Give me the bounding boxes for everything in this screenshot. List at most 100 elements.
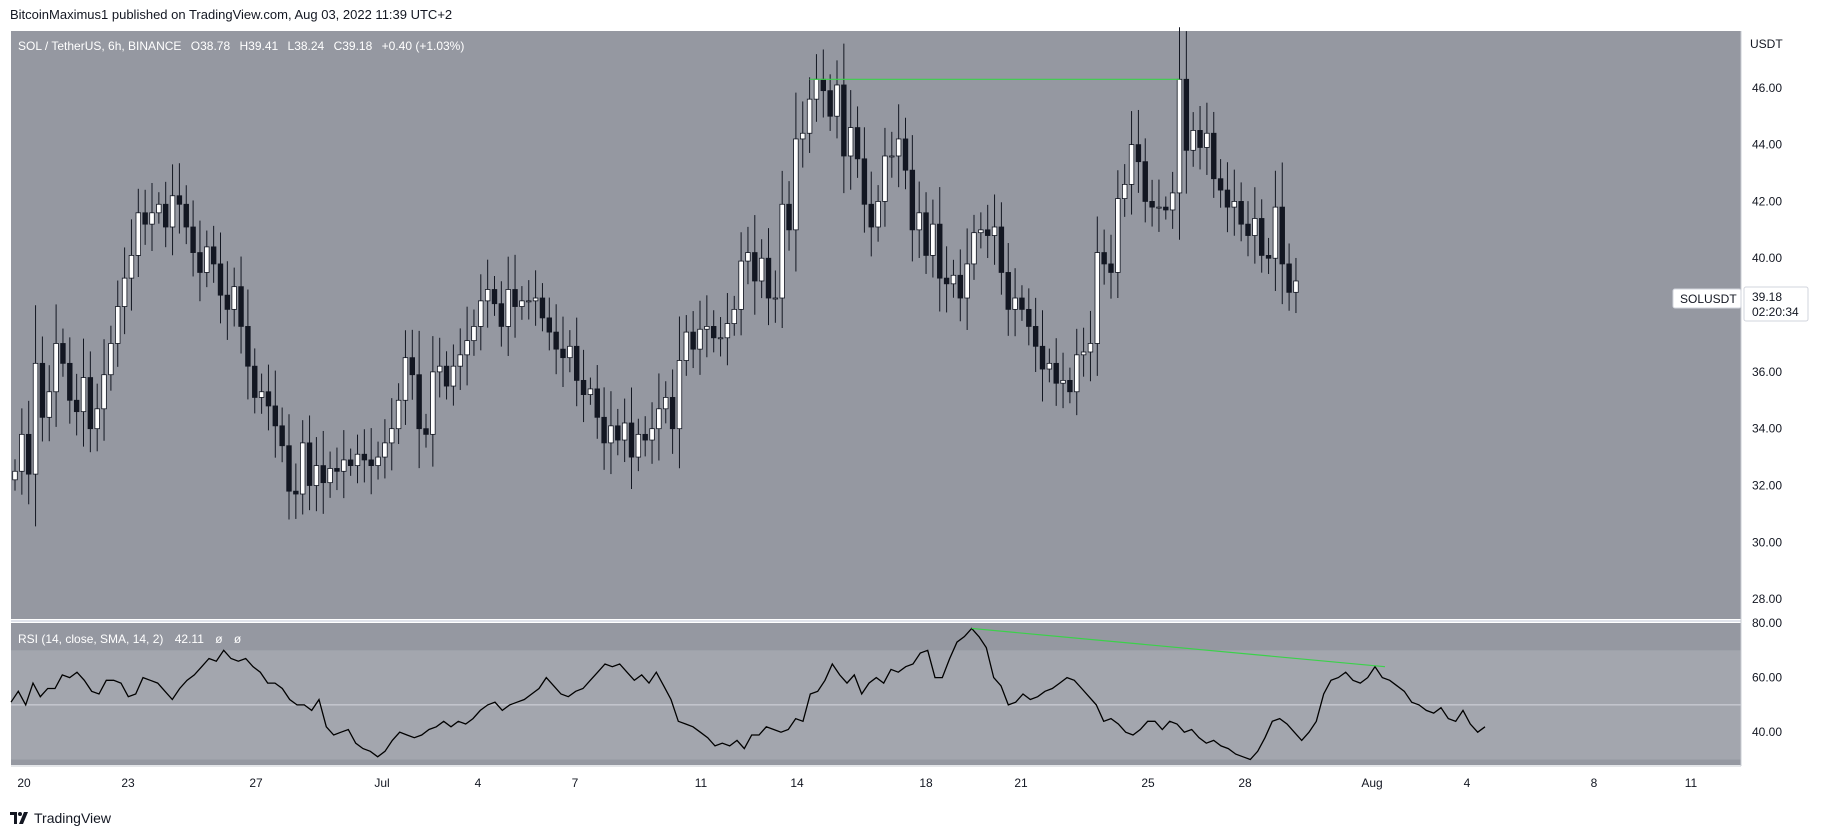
candle-down (690, 331, 696, 350)
candle-up (457, 354, 463, 367)
candle-up (19, 433, 25, 472)
candle-up (848, 127, 854, 157)
price-tick-label: 36.00 (1752, 365, 1782, 379)
candle-down (711, 326, 717, 339)
svg-text:RSI (14, close, SMA, 14, 2): RSI (14, close, SMA, 14, 2) 42.11 ø ø (18, 632, 242, 646)
candle-down (957, 274, 963, 299)
candle-down (1211, 132, 1217, 180)
candle-down (574, 345, 580, 381)
time-scale[interactable] (11, 766, 1741, 799)
candle-down (943, 277, 950, 285)
candle-down (669, 397, 676, 430)
candle-down (827, 90, 833, 117)
candle-down (1245, 223, 1251, 236)
rsi-label: RSI (14, close, SMA, 14, 2) (18, 632, 163, 646)
candle-up (231, 286, 237, 310)
candle-up (128, 255, 135, 279)
tradingview-footer[interactable]: TradingView (10, 808, 111, 828)
time-tick-label: 18 (919, 776, 933, 790)
candle-up (313, 465, 320, 486)
candle-down (560, 348, 566, 359)
candle-down (87, 377, 94, 430)
candle-down (217, 263, 224, 296)
candle-up (395, 399, 402, 430)
candle-down (985, 229, 991, 236)
candle-up (738, 260, 744, 310)
price-tick-label: 42.00 (1752, 194, 1782, 208)
candle-up (800, 132, 806, 140)
candle-down (1039, 345, 1046, 370)
candle-up (895, 138, 902, 157)
candle-down (423, 428, 429, 435)
candle-down (765, 257, 772, 299)
candle-down (416, 374, 422, 430)
candle-down (1197, 130, 1203, 148)
time-tick-label: 21 (1014, 776, 1028, 790)
candle-down (252, 365, 258, 398)
candle-up (101, 374, 107, 410)
candle-down (286, 445, 292, 492)
candle-down (1163, 206, 1169, 211)
candle-down (1026, 308, 1032, 327)
candle-down (162, 203, 169, 228)
candle-up (1293, 280, 1299, 293)
time-tick-label: 4 (1464, 776, 1471, 790)
candle-down (1286, 263, 1292, 293)
candle-up (779, 203, 785, 299)
candle-down (553, 331, 559, 350)
candle-down (409, 357, 415, 376)
candle-up (156, 203, 162, 214)
candle-down (854, 127, 861, 160)
time-tick-label: 25 (1141, 776, 1155, 790)
candle-up (1074, 354, 1080, 393)
candle-up (930, 223, 936, 256)
candle-down (361, 453, 368, 461)
candle-up (12, 470, 18, 481)
last-price-value: 39.18 (1752, 290, 1782, 304)
candle-up (505, 289, 511, 327)
candle-up (1156, 206, 1162, 209)
candle-up (1169, 192, 1176, 211)
price-scale[interactable] (1741, 31, 1824, 765)
candle-down (224, 294, 231, 310)
tradingview-brand: TradingView (34, 810, 112, 826)
last-price-tag[interactable]: SOLUSDT 39.18 02:20:34 (1672, 286, 1809, 322)
rsi-annotations (971, 627, 1386, 668)
candle-down (1142, 161, 1148, 202)
candle-up (1087, 343, 1094, 353)
candle-up (971, 232, 977, 265)
candle-up (834, 84, 840, 117)
candle-up (1204, 132, 1210, 148)
candle-up (471, 326, 477, 342)
price-tick-label: 34.00 (1752, 422, 1782, 436)
price-tag-box (1743, 286, 1809, 322)
candle-down (1149, 201, 1155, 208)
candle-down (67, 362, 73, 401)
candle-up (649, 428, 655, 441)
rsi-extra-1: ø (215, 632, 223, 646)
candle-down (25, 433, 32, 475)
candle-down (491, 289, 498, 305)
candle-up (519, 300, 525, 307)
candle-up (1115, 198, 1121, 273)
candle-up (299, 442, 306, 495)
rsi-trendline[interactable] (971, 627, 1386, 668)
candle-down (334, 468, 340, 472)
candle-down (1224, 189, 1231, 208)
trading-chart[interactable]: USDT 46.0044.0042.0040.0038.0036.0034.00… (0, 0, 1824, 800)
time-tick-label: 11 (695, 776, 708, 790)
time-tick-label: 20 (17, 776, 31, 790)
candle-up (402, 357, 409, 401)
candle-down (546, 317, 552, 333)
candle-up (32, 362, 39, 475)
candle-up (258, 391, 265, 398)
candle-down (197, 252, 203, 273)
price-pane[interactable] (11, 31, 1741, 619)
candle-up (1176, 78, 1183, 194)
candle-down (245, 326, 251, 367)
rsi-tick-label: 80.00 (1752, 616, 1782, 630)
candle-up (950, 274, 957, 285)
rsi-series-line (10, 627, 1486, 761)
price-tick-label: 32.00 (1752, 478, 1782, 492)
candle-down (279, 425, 285, 447)
